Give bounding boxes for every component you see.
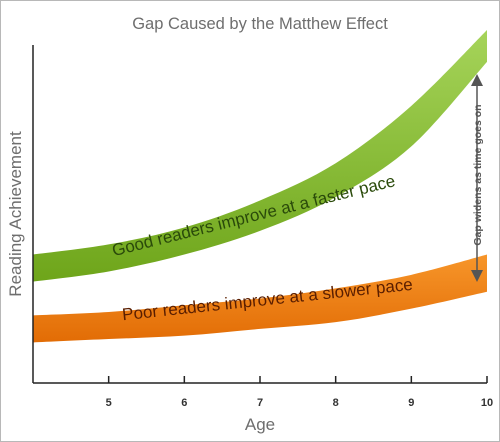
x-tick-label: 7 [257,397,263,409]
x-tick-label: 8 [333,397,339,409]
x-ticks: 5 6 7 8 9 10 [106,376,493,409]
x-tick-label: 9 [408,397,414,409]
axes: 5 6 7 8 9 10 [32,45,493,409]
chart-title: Gap Caused by the Matthew Effect [132,15,388,33]
x-tick-label: 10 [481,397,493,409]
band-poor-readers [33,254,487,343]
gap-annotation: Gap widens as time goes on [472,104,484,245]
band-good-readers [33,30,487,282]
label-good-readers: Good readers improve at a faster pace [110,171,397,260]
y-axis-title: Reading Achievement [6,131,25,297]
x-tick-label: 6 [181,397,187,409]
x-axis-title: Age [245,415,275,434]
x-tick-label: 5 [106,397,112,409]
plot-area: Good readers improve at a faster pace Po… [33,30,487,343]
